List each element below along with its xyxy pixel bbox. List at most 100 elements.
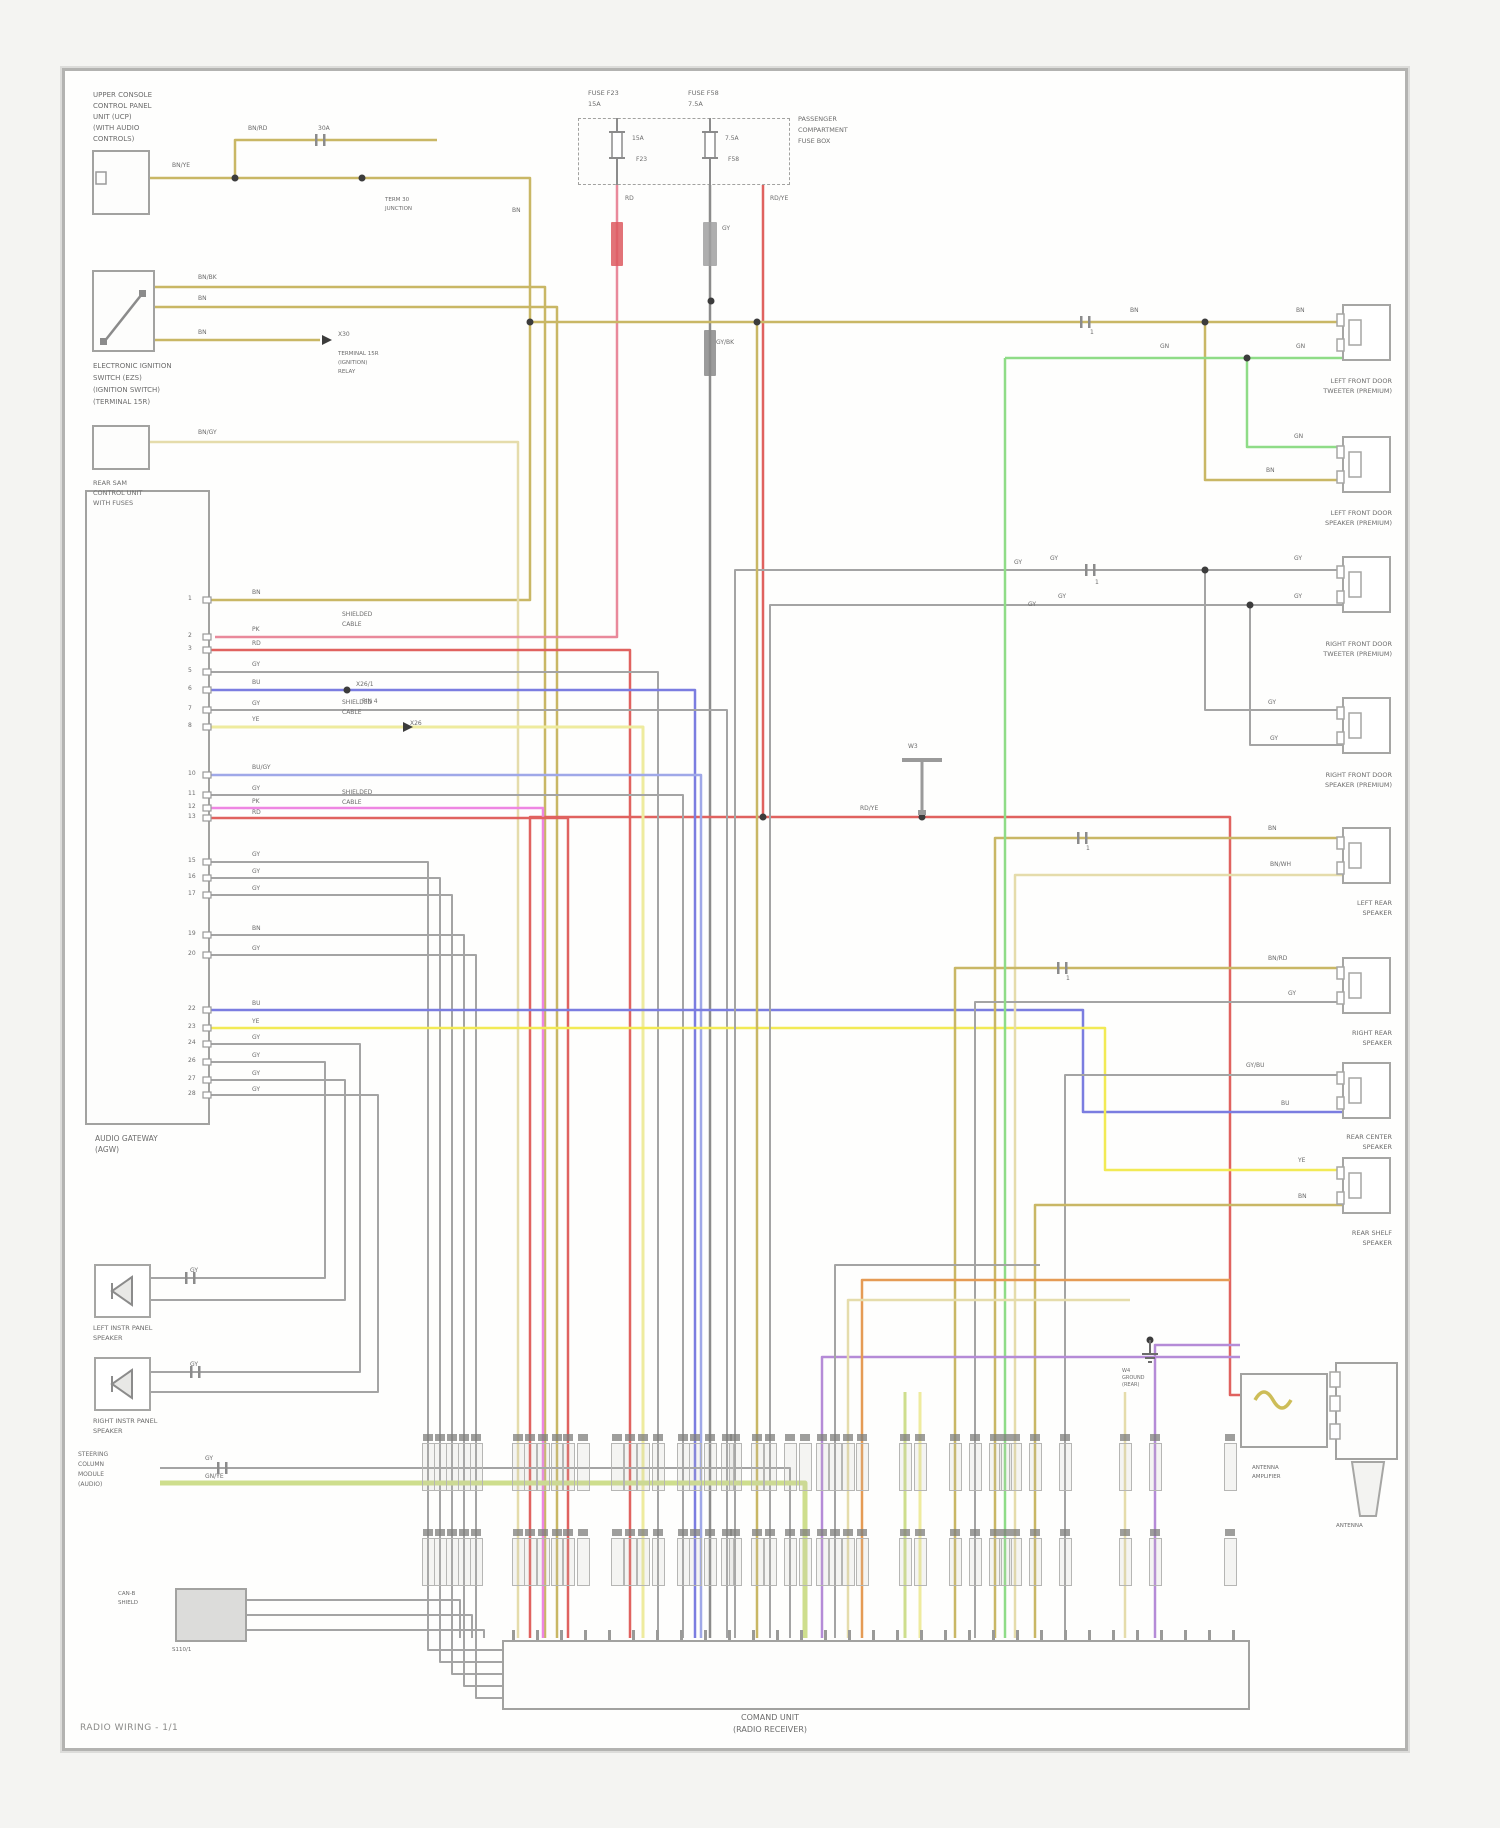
comand-pin-icon [752, 1630, 755, 1640]
label-line: ANTENNA [1336, 1523, 1363, 1529]
comand-pin-icon [1184, 1630, 1187, 1640]
connector-label-blob [538, 1434, 548, 1441]
connector-label-blob [1120, 1529, 1130, 1536]
label-line: 15A [588, 100, 601, 108]
connector-label-blob [552, 1434, 562, 1441]
harness-connector [1028, 1443, 1042, 1491]
harness-connector [610, 1538, 624, 1586]
harness-connector [728, 1443, 742, 1491]
wire-label: F23 [636, 156, 648, 163]
connector-label-blob [915, 1434, 925, 1441]
label-line: LEFT INSTR PANEL [93, 1324, 153, 1332]
label-block: RIGHT FRONT DOOR SPEAKER (PREMIUM) [1242, 770, 1392, 790]
connector-label-blob [1010, 1529, 1020, 1536]
harness-connector [1118, 1443, 1132, 1491]
label-line: (RADIO RECEIVER) [732, 1725, 807, 1734]
label-block: REAR SHELF SPEAKER [1242, 1228, 1392, 1248]
label-line: SPEAKER [1362, 1143, 1393, 1151]
wire-label: 2 [188, 632, 192, 639]
harness-connector [841, 1443, 855, 1491]
connector-label-blob [1120, 1434, 1130, 1441]
wire-label: 16 [188, 873, 196, 880]
wire-label: GY [252, 1034, 261, 1041]
connector-label-blob [765, 1434, 775, 1441]
connector-label-blob [1225, 1434, 1235, 1441]
label-line: COLUMN [78, 1461, 105, 1468]
wire-label: BN/RD [248, 125, 268, 132]
wire-label: 1 [1066, 975, 1070, 982]
label-block: SHIELDED CABLE [342, 788, 372, 808]
wire-label: W3 [908, 743, 918, 750]
wire-label: 13 [188, 813, 196, 820]
connector-label-blob [638, 1529, 648, 1536]
label-line: SPEAKER (PREMIUM) [1324, 519, 1392, 527]
comand-pin-icon [1040, 1630, 1043, 1640]
connector-label-blob [447, 1529, 457, 1536]
harness-connector [815, 1538, 829, 1586]
wire-label: 26 [188, 1057, 196, 1064]
wire-label: GY [205, 1455, 214, 1462]
connector-label-blob [423, 1434, 433, 1441]
wire-label: GN/YE [205, 1473, 224, 1480]
comand-pin-icon [896, 1630, 899, 1640]
wire-label: GY [1268, 699, 1277, 706]
wire-label: YE [252, 716, 260, 723]
harness-connector [623, 1538, 637, 1586]
harness-connector [651, 1443, 665, 1491]
wire-label: GY [252, 1052, 261, 1059]
comand-pin-icon [1016, 1630, 1019, 1640]
wire-label: GY [252, 785, 261, 792]
connector-label-blob [538, 1529, 548, 1536]
wire-label: GY/BU [1246, 1062, 1265, 1069]
harness-connector [948, 1443, 962, 1491]
label-line: SPEAKER [1362, 1239, 1393, 1247]
connector-label-blob [578, 1529, 588, 1536]
module-ignition-switch [92, 270, 155, 352]
wire-label: GY [252, 885, 261, 892]
connector-label-blob [817, 1529, 827, 1536]
connector-label-blob [625, 1529, 635, 1536]
harness-connector [1058, 1443, 1072, 1491]
label-line: MODULE [78, 1471, 105, 1478]
wire-label: GY [1050, 555, 1059, 562]
connector-label-blob [990, 1529, 1000, 1536]
label-block: SHIELDED CABLE [342, 610, 372, 630]
label-line: FUSE BOX [798, 137, 831, 145]
harness-connector [623, 1443, 637, 1491]
wire-label: 1 [1090, 329, 1094, 336]
label-line: REAR SAM [93, 479, 127, 487]
wire-label: GY [252, 945, 261, 952]
comand-pin-icon [608, 1630, 611, 1640]
harness-connector [688, 1538, 702, 1586]
connector-label-blob [950, 1434, 960, 1441]
module-fuse-box [578, 118, 790, 185]
harness-connector [763, 1443, 777, 1491]
wire-label: 15A [632, 135, 644, 142]
label-block: W4 GROUND (REAR) [1122, 1368, 1145, 1389]
connector-label-blob [800, 1434, 810, 1441]
harness-connector [610, 1443, 624, 1491]
comand-pin-icon [632, 1630, 635, 1640]
harness-connector [536, 1443, 550, 1491]
harness-connector [783, 1538, 797, 1586]
connector-label-blob [612, 1434, 622, 1441]
comand-pin-icon [1064, 1630, 1067, 1640]
comand-pin-icon [1208, 1630, 1211, 1640]
wire-label: BU/GY [252, 764, 271, 771]
label-line: TERMINAL 15R [338, 351, 379, 357]
label-line: RIGHT INSTR PANEL [93, 1417, 158, 1425]
harness-connector [988, 1538, 1002, 1586]
connector-label-blob [638, 1434, 648, 1441]
label-line: FUSE F23 [588, 89, 619, 97]
comand-pin-icon [680, 1630, 683, 1640]
label-block: RIGHT REAR SPEAKER [1242, 1028, 1392, 1048]
comand-pin-icon [536, 1630, 539, 1640]
module-rear-sam [92, 425, 150, 470]
wire-label: 24 [188, 1039, 196, 1046]
label-block: TERM 30 JUNCTION [385, 196, 412, 214]
connector-label-blob [1150, 1529, 1160, 1536]
harness-connector [720, 1443, 734, 1491]
connector-label-blob [857, 1529, 867, 1536]
wire-label: PIN 4 [362, 698, 378, 705]
harness-connector [1148, 1443, 1162, 1491]
